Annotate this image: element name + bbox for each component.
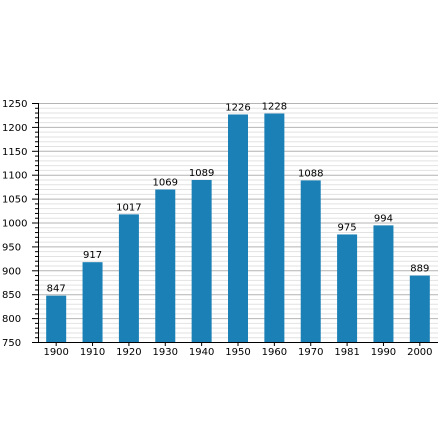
y-tick-label: 750 bbox=[2, 338, 21, 349]
data-label: 917 bbox=[83, 250, 102, 261]
y-tick-label: 1100 bbox=[2, 171, 27, 182]
data-label: 975 bbox=[338, 222, 357, 233]
x-tick-label: 1970 bbox=[298, 347, 323, 358]
bar bbox=[155, 189, 176, 342]
y-tick-label: 900 bbox=[2, 266, 21, 277]
x-tick-label: 1930 bbox=[153, 347, 178, 358]
x-tick-label: 1981 bbox=[334, 347, 359, 358]
x-tick-labels: 1900 1910 1920 1930 1940 1950 1960 1970 1981 1990… bbox=[43, 347, 432, 358]
data-label: 1226 bbox=[225, 102, 250, 113]
data-label: 994 bbox=[374, 213, 393, 224]
bar bbox=[46, 295, 67, 342]
y-tick-label: 1250 bbox=[2, 99, 27, 110]
data-label: 1017 bbox=[116, 202, 141, 213]
bar bbox=[337, 234, 358, 342]
data-labels: 847 917 1017 1069 1089 1226 1228 1088 975 994 889 bbox=[47, 102, 430, 295]
data-label: 1228 bbox=[262, 102, 287, 113]
x-tick-label: 1950 bbox=[225, 347, 250, 358]
bars bbox=[46, 113, 430, 343]
bar bbox=[118, 214, 139, 342]
bar bbox=[82, 262, 103, 342]
y-tick-label: 850 bbox=[2, 290, 21, 301]
x-tick-label: 1910 bbox=[80, 347, 105, 358]
data-label: 1088 bbox=[298, 168, 323, 179]
x-tick-label: 1940 bbox=[189, 347, 214, 358]
x-tick-label: 1990 bbox=[371, 347, 396, 358]
bar bbox=[264, 113, 285, 343]
x-tick-label: 2000 bbox=[407, 347, 432, 358]
data-label: 889 bbox=[410, 264, 429, 275]
data-label: 1089 bbox=[189, 168, 214, 179]
y-tick-label: 1050 bbox=[2, 195, 27, 206]
data-label: 847 bbox=[47, 284, 66, 295]
bar bbox=[191, 179, 212, 342]
bar bbox=[373, 225, 394, 342]
y-tick-label: 950 bbox=[2, 242, 21, 253]
y-tick-label: 1150 bbox=[2, 147, 27, 158]
y-tick-label: 1200 bbox=[2, 123, 27, 134]
y-tick-labels: 750 800 850 900 950 1000 1050 1100 1150 1200 1250 bbox=[2, 99, 27, 349]
axes bbox=[32, 103, 438, 346]
bar bbox=[228, 114, 248, 342]
x-tick-label: 1920 bbox=[116, 347, 141, 358]
bar bbox=[409, 275, 430, 342]
y-tick-label: 800 bbox=[2, 314, 21, 325]
x-tick-label: 1960 bbox=[262, 347, 287, 358]
data-label: 1069 bbox=[153, 178, 178, 189]
y-tick-label: 1000 bbox=[2, 219, 27, 230]
x-tick-label: 1900 bbox=[43, 347, 68, 358]
bar bbox=[300, 180, 321, 342]
